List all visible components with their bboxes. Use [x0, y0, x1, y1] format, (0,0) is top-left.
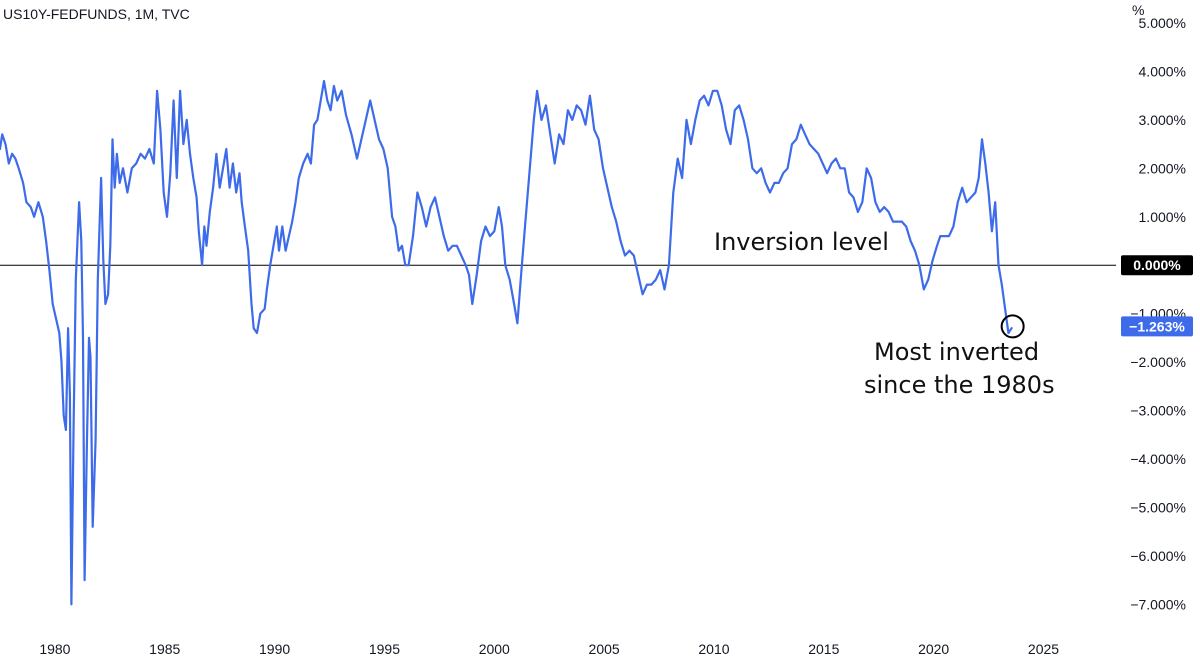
y-tick-label: −7.000%: [1130, 596, 1186, 612]
most-inverted-label-line1: Most inverted: [874, 338, 1039, 366]
x-tick-label: 1980: [39, 641, 70, 657]
x-tick-label: 2020: [918, 641, 949, 657]
x-tick-label: 1990: [259, 641, 290, 657]
y-tick-label: −4.000%: [1130, 451, 1186, 467]
y-tick-label: −2.000%: [1130, 354, 1186, 370]
current-price-label: −1.263%: [1129, 318, 1185, 334]
most-inverted-label-line2: since the 1980s: [864, 371, 1055, 399]
zero-price-label: 0.000%: [1133, 257, 1181, 273]
series-line: [0, 80, 1013, 606]
most-inverted-circle: [1000, 314, 1025, 339]
y-axis-ticks: 5.000%4.000%3.000%2.000%1.000%0.000%−1.0…: [1130, 15, 1186, 612]
x-tick-label: 2025: [1028, 641, 1059, 657]
y-axis-unit: %: [1132, 2, 1144, 18]
y-tick-label: −3.000%: [1130, 403, 1186, 419]
chart-title: US10Y-FEDFUNDS, 1M, TVC: [3, 6, 190, 22]
inversion-level-label: Inversion level: [714, 228, 889, 256]
x-tick-label: 2010: [698, 641, 729, 657]
x-tick-label: 2015: [808, 641, 839, 657]
x-tick-label: 2005: [589, 641, 620, 657]
x-tick-label: 1985: [149, 641, 180, 657]
y-tick-label: −6.000%: [1130, 548, 1186, 564]
x-tick-label: 1995: [369, 641, 400, 657]
y-tick-label: −5.000%: [1130, 499, 1186, 515]
y-tick-label: 4.000%: [1139, 63, 1186, 79]
zero-price-badge: 0.000%: [1121, 255, 1193, 276]
y-tick-label: 3.000%: [1139, 112, 1186, 128]
current-price-badge: −1.263%: [1121, 316, 1193, 337]
y-tick-label: 1.000%: [1139, 209, 1186, 225]
x-axis-ticks: 1980 1985 1990 1995 2000 2005 2010 2015 2020 2025: [39, 641, 1059, 657]
y-tick-label: 5.000%: [1139, 15, 1186, 31]
x-tick-label: 2000: [479, 641, 510, 657]
y-tick-label: 2.000%: [1139, 160, 1186, 176]
